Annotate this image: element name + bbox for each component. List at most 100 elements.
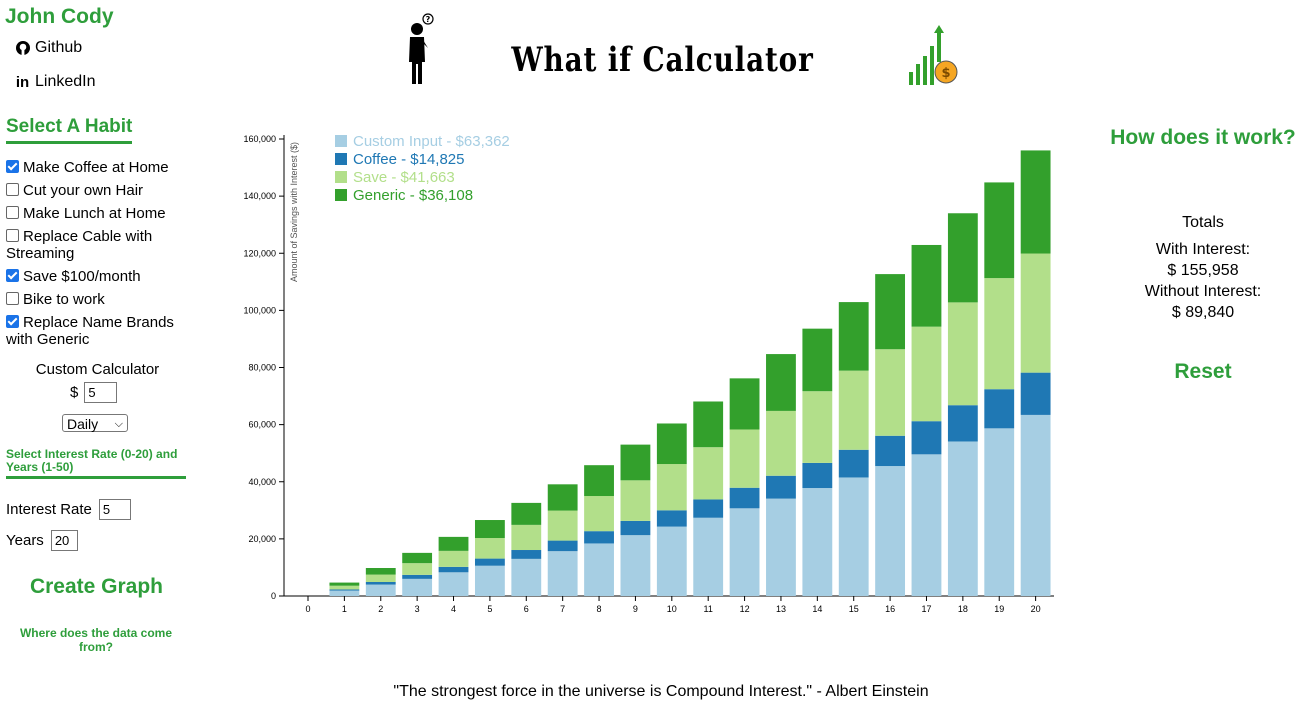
frequency-select[interactable]: Daily ⌵ bbox=[62, 414, 128, 432]
y-axis-label: Amount of Savings with Interest ($) bbox=[289, 142, 299, 282]
y-tick-label: 120,000 bbox=[243, 248, 276, 258]
x-tick-label: 20 bbox=[1031, 604, 1041, 614]
bar-segment bbox=[729, 378, 760, 430]
bar-segment bbox=[584, 465, 614, 497]
x-tick-label: 19 bbox=[994, 604, 1004, 614]
bar-segment bbox=[693, 401, 724, 448]
habit-checkbox[interactable] bbox=[6, 206, 19, 219]
habit-label: Save $100/month bbox=[23, 268, 141, 285]
habit-item-save[interactable]: Save $100/month bbox=[6, 268, 191, 285]
currency-symbol: $ bbox=[70, 384, 79, 401]
bar-segment bbox=[875, 349, 906, 436]
x-tick-label: 14 bbox=[812, 604, 822, 614]
bar-segment bbox=[984, 278, 1015, 390]
bar-segment bbox=[693, 517, 724, 596]
years-label: Years bbox=[6, 532, 44, 549]
bar-segment bbox=[911, 244, 942, 327]
linkedin-link[interactable]: in LinkedIn bbox=[14, 73, 96, 91]
bar-segment bbox=[729, 429, 760, 488]
y-tick-label: 60,000 bbox=[248, 420, 276, 430]
author-name: John Cody bbox=[5, 5, 114, 28]
bar-segment bbox=[947, 302, 978, 406]
frequency-value: Daily bbox=[67, 416, 99, 432]
github-label: Github bbox=[35, 39, 83, 56]
x-tick-label: 3 bbox=[415, 604, 420, 614]
bar-segment bbox=[402, 563, 433, 575]
x-tick-label: 6 bbox=[524, 604, 529, 614]
bar-segment bbox=[838, 477, 869, 596]
habit-label: Replace Cable with Streaming bbox=[6, 228, 153, 262]
totals-panel: Totals With Interest: $ 155,958 Without … bbox=[1104, 212, 1302, 323]
x-tick-label: 7 bbox=[560, 604, 565, 614]
bar-segment bbox=[474, 565, 505, 596]
linkedin-label: LinkedIn bbox=[35, 73, 96, 90]
bar-segment bbox=[656, 464, 687, 511]
habit-checkbox[interactable] bbox=[6, 269, 19, 282]
habit-item-haircut[interactable]: Cut your own Hair bbox=[6, 182, 191, 199]
github-link[interactable]: Github bbox=[14, 39, 82, 57]
y-tick-label: 20,000 bbox=[248, 534, 276, 544]
thinking-person-icon: ? bbox=[409, 13, 434, 84]
reset-button[interactable]: Reset bbox=[1174, 360, 1232, 383]
y-tick-label: 140,000 bbox=[243, 191, 276, 201]
y-tick-label: 100,000 bbox=[243, 305, 276, 315]
bar-segment bbox=[656, 423, 687, 465]
bar-segment bbox=[547, 540, 578, 552]
habit-label: Make Coffee at Home bbox=[23, 159, 169, 176]
growth-coin-icon: $ bbox=[909, 25, 958, 85]
years-input[interactable]: 20 bbox=[50, 530, 78, 551]
legend-label: Save - $41,663 bbox=[353, 169, 455, 186]
habit-checkbox[interactable] bbox=[6, 292, 19, 305]
bar-segment bbox=[802, 462, 833, 489]
bar-segment bbox=[329, 585, 360, 590]
bar-segment bbox=[656, 510, 687, 527]
bar-segment bbox=[329, 582, 360, 586]
savings-chart: 0 20,000 40,000 60,000 80,000 100,000 120,000 1… bbox=[243, 133, 1054, 614]
x-tick-label: 5 bbox=[487, 604, 492, 614]
habit-checkbox[interactable] bbox=[6, 229, 19, 242]
y-tick-label: 160,000 bbox=[243, 134, 276, 144]
x-tick-label: 18 bbox=[958, 604, 968, 614]
habit-checkbox[interactable] bbox=[6, 315, 19, 328]
data-source-link[interactable]: Where does the data come from? bbox=[19, 626, 173, 654]
custom-amount-input[interactable]: 5 bbox=[84, 382, 118, 403]
totals-title: Totals bbox=[1182, 214, 1224, 231]
bar-segment bbox=[438, 566, 469, 573]
bar-segment bbox=[438, 572, 469, 596]
bar-segment bbox=[329, 589, 360, 591]
habit-item-lunch[interactable]: Make Lunch at Home bbox=[6, 205, 191, 222]
habit-item-bike[interactable]: Bike to work bbox=[6, 291, 191, 308]
bar-segment bbox=[511, 524, 542, 551]
app-title: What if Calculator bbox=[511, 40, 814, 80]
interest-rate-input[interactable]: 5 bbox=[98, 499, 131, 520]
bar-segment bbox=[766, 475, 796, 499]
habit-checkbox[interactable] bbox=[6, 183, 19, 196]
create-graph-button[interactable]: Create Graph bbox=[29, 575, 164, 598]
x-tick-label: 15 bbox=[849, 604, 859, 614]
habit-item-cable[interactable]: Replace Cable with Streaming bbox=[6, 228, 191, 262]
bar-segment bbox=[438, 550, 469, 567]
with-interest-label: With Interest: bbox=[1155, 241, 1251, 258]
bar-segment bbox=[766, 354, 796, 411]
how-it-works-link[interactable]: How does it work? bbox=[1110, 126, 1296, 149]
bar-segment bbox=[620, 535, 651, 596]
bar-segment bbox=[984, 428, 1015, 596]
bar-segment bbox=[402, 574, 433, 579]
legend-label: Coffee - $14,825 bbox=[353, 151, 464, 168]
habit-checkbox[interactable] bbox=[6, 160, 19, 173]
bar-segment bbox=[693, 447, 724, 500]
legend-swatch bbox=[335, 135, 347, 147]
bar-segment bbox=[766, 498, 796, 596]
x-tick-label: 1 bbox=[342, 604, 347, 614]
bar-segment bbox=[1020, 414, 1051, 596]
x-tick-label: 8 bbox=[597, 604, 602, 614]
linkedin-icon: in bbox=[15, 73, 30, 91]
habit-item-coffee[interactable]: Make Coffee at Home bbox=[6, 159, 191, 176]
habit-label: Bike to work bbox=[23, 291, 105, 308]
bar-segment bbox=[547, 551, 578, 596]
chevron-down-icon: ⌵ bbox=[114, 418, 123, 430]
bar-segment bbox=[365, 568, 396, 575]
legend-swatch bbox=[335, 153, 347, 165]
habit-item-generic[interactable]: Replace Name Brands with Generic bbox=[6, 314, 191, 348]
github-icon bbox=[14, 40, 31, 57]
